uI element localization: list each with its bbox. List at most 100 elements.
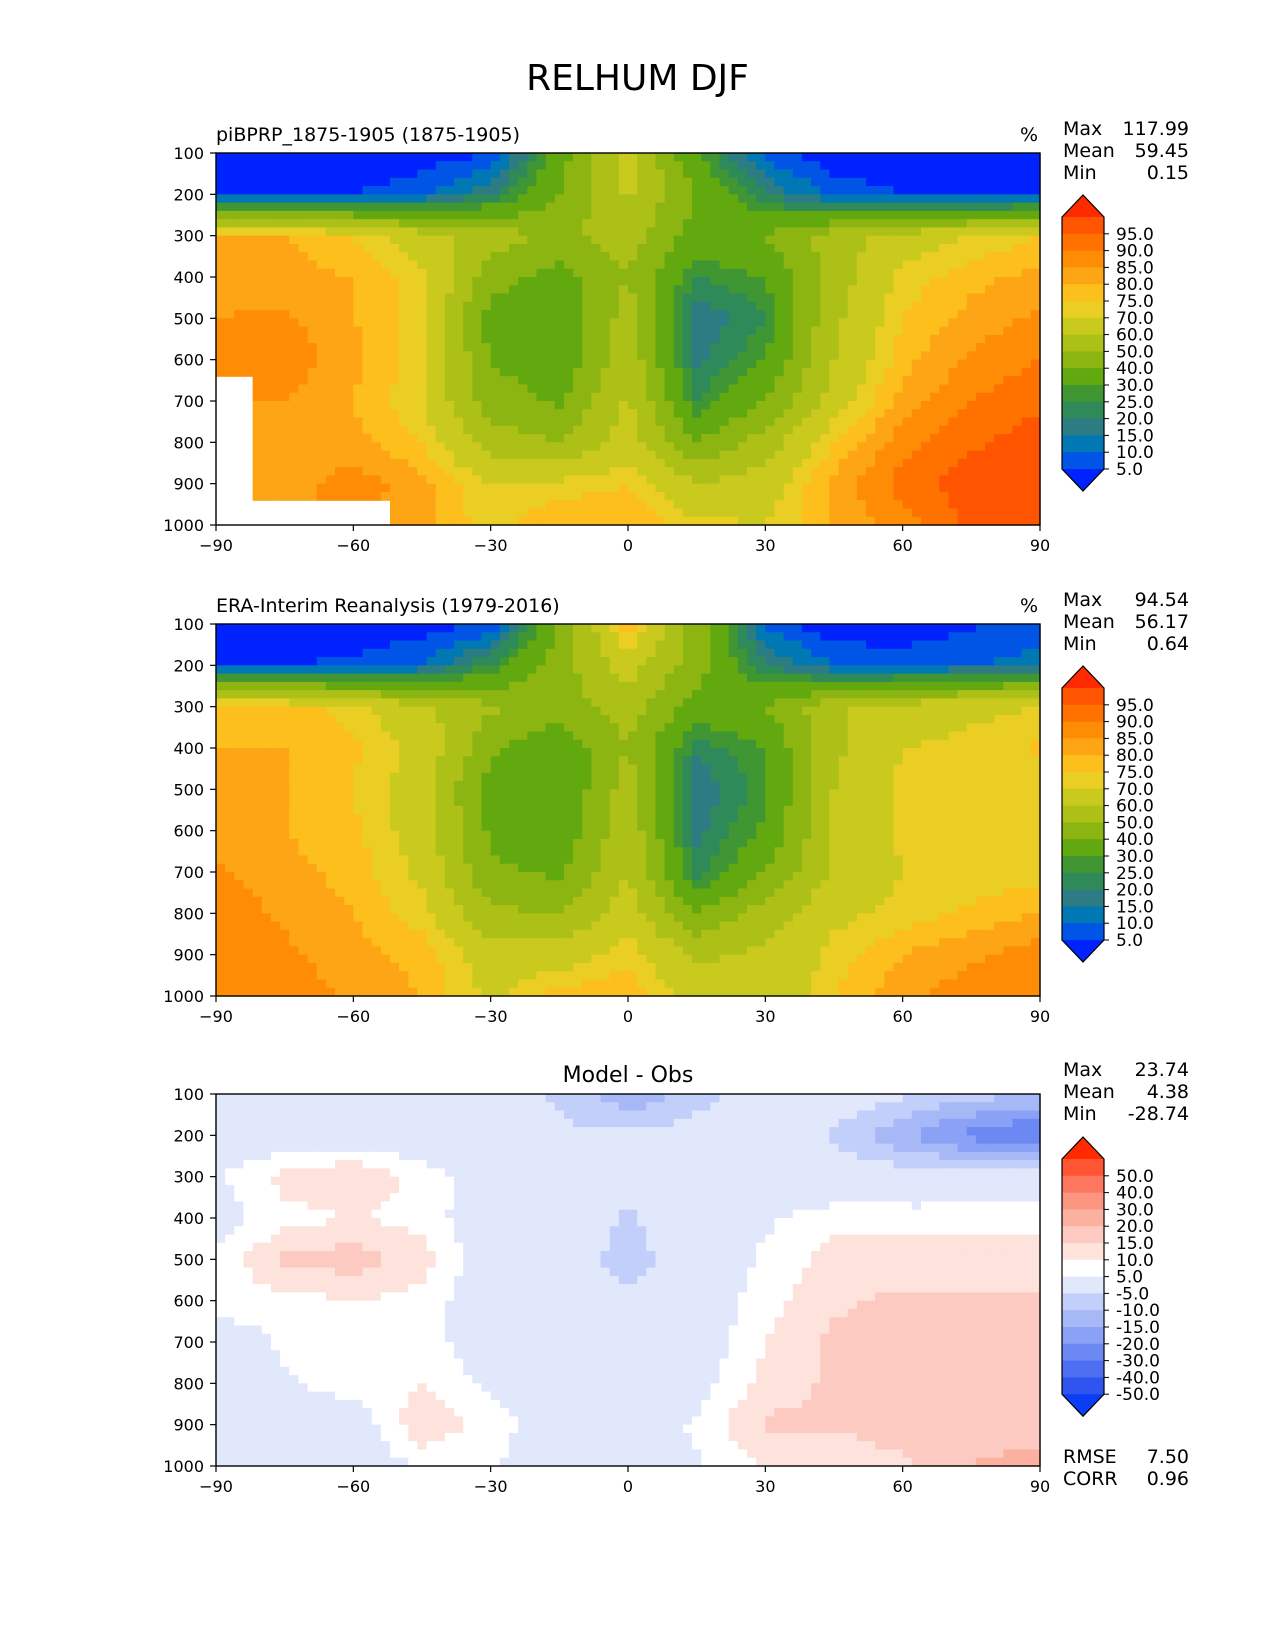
field-cell bbox=[939, 450, 950, 460]
field-cell bbox=[225, 326, 235, 336]
field-cell bbox=[930, 235, 940, 245]
field-cell bbox=[847, 657, 858, 666]
field-cell bbox=[920, 425, 931, 435]
field-cell bbox=[499, 417, 510, 427]
field-cell bbox=[939, 285, 950, 295]
field-cell bbox=[481, 277, 492, 286]
field-cell bbox=[701, 161, 711, 171]
field-cell bbox=[792, 277, 803, 286]
field-cell bbox=[701, 632, 711, 642]
field-cell bbox=[875, 632, 885, 642]
field-cell bbox=[664, 359, 675, 369]
field-cell bbox=[270, 624, 281, 633]
field-cell bbox=[893, 326, 904, 336]
field-cell bbox=[243, 690, 254, 699]
field-cell bbox=[664, 516, 675, 526]
field-cell bbox=[609, 500, 620, 510]
field-cell bbox=[728, 450, 739, 460]
field-cell bbox=[261, 442, 272, 452]
field-cell bbox=[737, 293, 748, 303]
field-cell bbox=[252, 293, 263, 303]
field-cell bbox=[710, 310, 721, 319]
field-cell bbox=[792, 343, 803, 352]
field-cell bbox=[728, 186, 739, 195]
field-cell bbox=[829, 326, 840, 336]
field-cell bbox=[527, 483, 538, 493]
field-cell bbox=[216, 310, 226, 319]
field-cell bbox=[866, 318, 876, 328]
field-cell bbox=[399, 690, 409, 699]
field-cell bbox=[884, 194, 895, 204]
field-cell bbox=[902, 475, 913, 485]
field-cell bbox=[362, 384, 373, 394]
field-cell bbox=[536, 450, 547, 460]
field-cell bbox=[362, 351, 373, 361]
field-cell bbox=[591, 202, 602, 212]
field-cell bbox=[426, 706, 437, 716]
field-cell bbox=[884, 409, 895, 419]
field-cell bbox=[875, 500, 885, 510]
field-cell bbox=[490, 458, 501, 468]
field-cell bbox=[389, 186, 400, 195]
field-cell bbox=[490, 384, 501, 394]
field-cell bbox=[417, 434, 428, 443]
field-cell bbox=[563, 210, 574, 220]
field-cell bbox=[472, 640, 483, 650]
field-cell bbox=[811, 169, 821, 179]
field-cell bbox=[820, 624, 831, 633]
field-cell bbox=[719, 384, 730, 394]
field-cell bbox=[774, 508, 785, 518]
field-cell bbox=[508, 235, 519, 245]
field-cell bbox=[444, 202, 455, 212]
field-cell bbox=[673, 640, 684, 650]
field-cell bbox=[655, 277, 666, 286]
field-cell bbox=[765, 326, 776, 336]
field-cell bbox=[362, 343, 373, 352]
field-cell bbox=[893, 640, 904, 650]
field-cell bbox=[920, 194, 931, 204]
field-cell bbox=[609, 475, 620, 485]
field-cell bbox=[994, 392, 1004, 402]
field-cell bbox=[838, 326, 849, 336]
field-cell bbox=[545, 177, 556, 187]
field-cell bbox=[939, 475, 950, 485]
stat-value: 59.45 bbox=[1135, 140, 1189, 162]
field-cell bbox=[261, 434, 272, 443]
field-cell bbox=[765, 177, 776, 187]
field-cell bbox=[362, 285, 373, 295]
field-cell bbox=[930, 318, 940, 328]
field-cell bbox=[280, 673, 290, 683]
field-cell bbox=[646, 235, 657, 245]
field-cell bbox=[426, 690, 437, 699]
field-cell bbox=[975, 210, 986, 220]
field-cell bbox=[307, 194, 318, 204]
field-cell bbox=[884, 681, 895, 691]
field-cell bbox=[756, 169, 766, 179]
y-tick-label: 100 bbox=[173, 144, 204, 163]
field-cell bbox=[307, 153, 318, 162]
field-cell bbox=[1030, 624, 1041, 633]
field-cell bbox=[417, 690, 428, 699]
field-cell bbox=[765, 293, 776, 303]
field-cell bbox=[664, 351, 675, 361]
field-cell bbox=[856, 210, 867, 220]
field-cell bbox=[454, 326, 464, 336]
field-cell bbox=[847, 450, 858, 460]
field-cell bbox=[353, 235, 364, 245]
field-cell bbox=[243, 681, 254, 691]
field-cell bbox=[783, 500, 794, 510]
field-cell bbox=[591, 260, 602, 270]
field-cell bbox=[463, 392, 473, 402]
field-cell bbox=[573, 516, 583, 526]
field-cell bbox=[920, 227, 931, 237]
field-cell bbox=[280, 442, 290, 452]
field-cell bbox=[380, 483, 391, 493]
field-cell bbox=[829, 260, 840, 270]
field-cell bbox=[261, 235, 272, 245]
field-cell bbox=[454, 417, 464, 427]
field-cell bbox=[801, 665, 812, 675]
field-cell bbox=[307, 252, 318, 262]
field-cell bbox=[765, 657, 776, 666]
field-cell bbox=[307, 334, 318, 344]
field-cell bbox=[737, 277, 748, 286]
